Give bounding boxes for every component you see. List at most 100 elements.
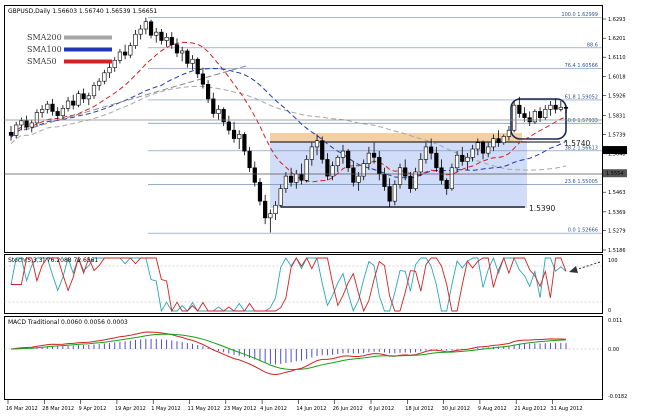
- candle-up: [543, 109, 548, 119]
- stoch-lines: [10, 256, 567, 313]
- support-annotation: 1.5390: [529, 204, 555, 213]
- candle-up: [19, 120, 24, 126]
- price-tick-label: 1.6110: [608, 55, 626, 61]
- candle-up: [501, 136, 506, 144]
- fib-label: 0.0 1.52666: [568, 228, 598, 234]
- macd-tick-label: 0.011: [608, 318, 622, 324]
- candle-up: [117, 51, 123, 61]
- candle-down: [408, 175, 413, 189]
- fib-label: 61.8 1.59052: [565, 94, 598, 100]
- macd-series: [10, 331, 567, 376]
- candle-down: [55, 111, 60, 116]
- candle-down: [325, 159, 330, 177]
- price-tick-label: 1.5648: [608, 152, 626, 158]
- candle-up: [164, 37, 169, 41]
- fib-label: 50.0 1.57933: [565, 118, 598, 124]
- candle-down: [434, 152, 439, 169]
- macd-title: MACD Traditional 0.0060 0.0056 0.0003: [8, 319, 128, 326]
- moving-averages: [10, 41, 567, 183]
- time-tick-label: 18 Jul 2012: [405, 406, 433, 412]
- candle-down: [320, 140, 325, 160]
- candle-up: [454, 154, 460, 169]
- stoch-title: Stoch(5,3,3) 76.2088 72.6561: [8, 257, 99, 264]
- price-box-label: 1.5554: [606, 171, 624, 177]
- candle-down: [517, 104, 522, 114]
- stoch-main-line: [10, 256, 567, 313]
- candle-up: [97, 80, 102, 86]
- candle-up: [548, 104, 553, 110]
- legend-swatch: [64, 59, 112, 64]
- candle-up: [107, 67, 112, 74]
- candle-up: [512, 104, 517, 131]
- candle-down: [169, 37, 174, 45]
- resistance-annotation: 1.5740: [564, 139, 590, 148]
- fib-label: 100.0 1.62999: [561, 12, 598, 18]
- candle-down: [185, 50, 190, 64]
- trend-line-grey: [23, 65, 247, 131]
- stoch-signal-line: [11, 256, 567, 313]
- price-tick-label: 1.5926: [608, 94, 626, 100]
- candle-up: [34, 112, 40, 124]
- candle-down: [257, 182, 263, 202]
- candle-down: [563, 106, 569, 109]
- legend-label: SMA100: [27, 45, 62, 54]
- time-tick-label: 23 May 2012: [224, 406, 257, 412]
- candle-up: [40, 109, 45, 113]
- price-tick-label: 1.5831: [608, 113, 626, 119]
- legend-label: SMA200: [27, 33, 62, 42]
- time-tick-label: 4 Jun 2012: [260, 406, 287, 412]
- stoch-tick-label: 100: [608, 258, 618, 264]
- macd-panel: MACD Traditional 0.0060 0.0056 0.0003: [4, 316, 603, 400]
- candle-down: [174, 44, 180, 54]
- candle-down: [211, 98, 216, 114]
- fib-label: 38.2 1.56613: [565, 145, 598, 151]
- candle-down: [247, 150, 252, 169]
- candle-up: [470, 148, 475, 158]
- candle-up: [143, 21, 148, 30]
- price-tick-label: 1.6293: [608, 17, 626, 23]
- candle-down: [206, 84, 211, 100]
- candle-down: [195, 58, 200, 75]
- main-panel-frame: [4, 5, 603, 253]
- candle-up: [392, 184, 397, 202]
- legend-label: SMA50: [27, 57, 57, 66]
- candle-up: [76, 93, 81, 106]
- main-panel: 100.0 1.62999 88.6 76.4 1.60566 61.8 1.5905…: [4, 5, 603, 253]
- price-tick-label: 1.5279: [608, 229, 626, 235]
- candle-up: [128, 45, 133, 56]
- candle-down: [460, 154, 465, 162]
- price-tick-label: 1.5739: [608, 133, 626, 139]
- candle-up: [340, 150, 346, 158]
- macd-tick-label: 0.00: [608, 347, 619, 353]
- candle-up: [314, 140, 320, 148]
- time-tick-label: 21 Aug 2012: [514, 406, 546, 412]
- candle-up: [190, 58, 195, 64]
- candle-down: [496, 138, 501, 144]
- candle-up: [506, 129, 512, 137]
- time-tick-label: 14 Jun 2012: [296, 406, 326, 412]
- highlight-rounded-rect: [510, 98, 567, 140]
- macd-main-line: [10, 331, 567, 376]
- candle-up: [60, 108, 65, 116]
- candle-up: [268, 213, 273, 219]
- candle-up: [356, 175, 361, 183]
- candle-down: [382, 173, 387, 187]
- time-tick-label: 16 Mar 2012: [6, 406, 38, 412]
- candle-up: [491, 138, 496, 148]
- candle-up: [278, 188, 283, 206]
- candle-down: [200, 73, 206, 85]
- main-title: GBPUSD,Daily 1.56603 1.56740 1.56539 1.5…: [8, 8, 157, 15]
- candle-down: [252, 167, 257, 183]
- candle-up: [283, 175, 289, 189]
- candle-down: [288, 175, 294, 183]
- candle-up: [486, 146, 491, 154]
- candle-down: [226, 121, 231, 131]
- macd-panel-frame: [4, 316, 603, 400]
- candle-down: [159, 31, 164, 41]
- candle-down: [480, 142, 486, 154]
- candle-down: [403, 167, 408, 177]
- candle-down: [50, 103, 55, 112]
- candle-up: [309, 146, 314, 160]
- time-tick-label: 26 Jun 2012: [333, 406, 363, 412]
- candle-up: [413, 171, 418, 189]
